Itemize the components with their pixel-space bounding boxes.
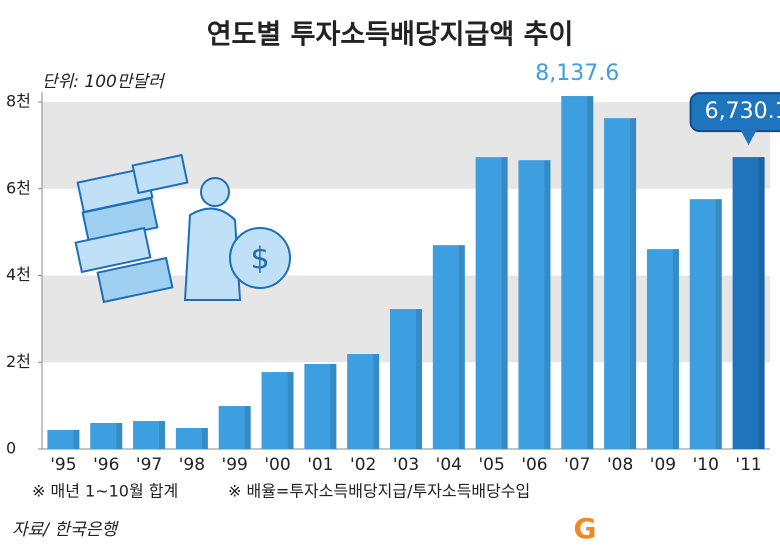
logo: G xyxy=(574,512,597,545)
bar-shade xyxy=(501,157,508,449)
bar xyxy=(47,429,80,449)
x-tick-label: '02 xyxy=(350,455,376,475)
plot-area: 0 2천 4천 6천 8천 '95 '96 '97 '98 '99 '00 '01 '02 '03 '04 '… xyxy=(6,61,780,475)
y-tick-label: 2천 xyxy=(6,352,31,371)
value-label: 6,730.1 xyxy=(705,99,780,124)
bar xyxy=(518,160,551,449)
bar xyxy=(432,245,465,449)
bar xyxy=(175,428,208,449)
bar-shade xyxy=(287,372,294,449)
bar-shade xyxy=(373,354,380,449)
x-tick-label: '03 xyxy=(393,455,419,475)
y-tick-label: 6천 xyxy=(6,178,31,197)
svg-text:$: $ xyxy=(250,242,269,277)
callout-pointer xyxy=(740,130,757,146)
bar xyxy=(90,422,123,449)
note: ※ 매년 1~10월 합계 xyxy=(32,482,178,501)
bar xyxy=(561,96,594,449)
bar xyxy=(689,199,722,449)
x-tick-label: '11 xyxy=(735,455,761,475)
y-tick-label: 0 xyxy=(6,439,16,458)
source: 자료/ 한국은행 xyxy=(12,520,119,540)
x-tick-label: '07 xyxy=(564,455,590,475)
value-label: 8,137.6 xyxy=(535,61,619,86)
unit-label: 단위: 100만달러 xyxy=(42,72,165,92)
bar-shade xyxy=(73,429,80,449)
bar xyxy=(304,363,337,449)
svg-text:G: G xyxy=(574,512,597,545)
bar xyxy=(604,118,637,449)
bar xyxy=(475,157,508,449)
bar-shade xyxy=(544,160,551,449)
bar xyxy=(390,309,422,449)
bar-shade xyxy=(116,422,123,449)
illustration: $ xyxy=(74,153,291,304)
x-tick-label: '05 xyxy=(478,455,504,475)
bar xyxy=(646,249,679,449)
bar xyxy=(347,354,380,449)
bar-shade xyxy=(630,118,637,449)
x-tick-label: '98 xyxy=(179,455,205,475)
x-tick-label: '97 xyxy=(136,455,162,475)
x-tick-label: '01 xyxy=(307,455,333,475)
bar xyxy=(732,157,765,449)
x-tick-label: '99 xyxy=(222,455,248,475)
bar-shade xyxy=(330,363,337,449)
bar xyxy=(218,406,251,449)
bar-shade xyxy=(201,428,208,449)
bar-shade xyxy=(416,309,422,449)
x-tick-label: '04 xyxy=(436,455,462,475)
bar-shade xyxy=(159,421,166,449)
bar-shade xyxy=(672,249,679,449)
x-tick-label: '95 xyxy=(50,455,76,475)
bar xyxy=(261,372,294,449)
y-tick-label: 4천 xyxy=(6,265,31,284)
bar-shade xyxy=(587,96,594,449)
bar-shade xyxy=(244,406,251,449)
x-tick-label: '10 xyxy=(693,455,719,475)
bar-shade xyxy=(715,199,722,449)
note: ※ 배율=투자소득배당지급/투자소득배당수입 xyxy=(228,482,530,501)
x-tick-label: '00 xyxy=(264,455,290,475)
x-tick-label: '96 xyxy=(93,455,119,475)
x-tick-label: '09 xyxy=(650,455,676,475)
bar-shade xyxy=(758,157,765,449)
chart-title: 연도별 투자소득배당지급액 추이 xyxy=(207,20,574,51)
bar-shade xyxy=(458,245,465,449)
bar xyxy=(133,421,166,449)
x-tick-label: '06 xyxy=(521,455,547,475)
x-tick-label: '08 xyxy=(607,455,633,475)
y-tick-label: 8천 xyxy=(6,92,31,111)
